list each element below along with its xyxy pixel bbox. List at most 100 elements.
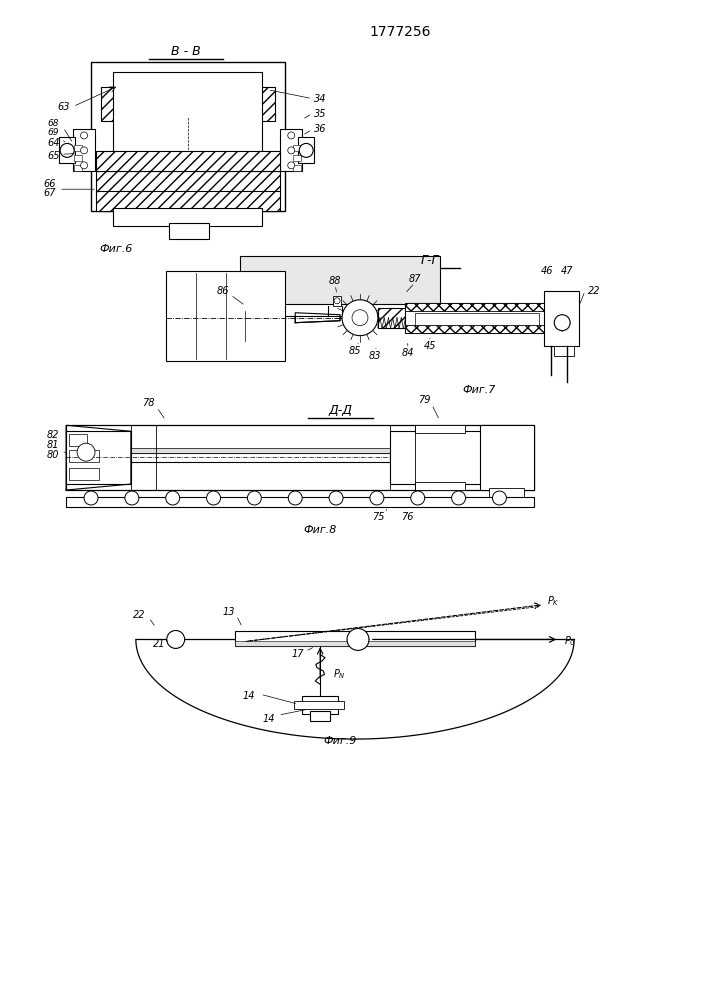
Bar xyxy=(554,346,574,356)
Circle shape xyxy=(288,132,295,139)
Circle shape xyxy=(206,491,221,505)
Bar xyxy=(235,631,474,646)
Text: 1777256: 1777256 xyxy=(369,25,431,39)
Text: Г-Г: Г-Г xyxy=(421,254,439,267)
Bar xyxy=(333,296,341,306)
Bar xyxy=(74,145,82,151)
Circle shape xyxy=(452,491,465,505)
Bar xyxy=(479,425,534,490)
Bar xyxy=(74,165,82,171)
Circle shape xyxy=(81,147,88,154)
Text: 81: 81 xyxy=(47,440,59,450)
Circle shape xyxy=(342,300,378,336)
Text: 46: 46 xyxy=(541,266,554,276)
Text: 85: 85 xyxy=(349,346,361,356)
Bar xyxy=(96,191,280,211)
Bar xyxy=(405,303,549,311)
Text: 84: 84 xyxy=(402,348,414,358)
Text: 13: 13 xyxy=(222,607,235,617)
Text: 66: 66 xyxy=(43,179,55,189)
Bar xyxy=(131,448,390,453)
Bar xyxy=(415,425,464,433)
Bar xyxy=(74,155,82,161)
Bar xyxy=(378,308,408,328)
Bar xyxy=(91,62,285,211)
Text: 88: 88 xyxy=(329,276,341,286)
Text: $P_0$: $P_0$ xyxy=(564,635,576,648)
Bar xyxy=(405,303,549,333)
Bar xyxy=(96,171,280,193)
Bar xyxy=(131,453,390,462)
Text: $P_N$: $P_N$ xyxy=(333,667,346,681)
Circle shape xyxy=(288,491,302,505)
Bar xyxy=(96,151,280,171)
Text: 67: 67 xyxy=(43,188,55,198)
Text: Д-Д: Д-Д xyxy=(328,404,352,417)
Text: 86: 86 xyxy=(216,286,229,296)
Text: 83: 83 xyxy=(368,351,381,361)
Bar xyxy=(69,434,87,446)
Text: 76: 76 xyxy=(402,512,414,522)
Text: 78: 78 xyxy=(143,398,155,408)
Text: Фиг.7: Фиг.7 xyxy=(463,385,496,395)
Circle shape xyxy=(81,162,88,169)
Text: 35: 35 xyxy=(314,109,327,119)
Circle shape xyxy=(247,491,262,505)
Bar xyxy=(113,72,262,181)
Text: 65: 65 xyxy=(47,151,59,161)
Text: 63: 63 xyxy=(57,102,69,112)
Text: В - В: В - В xyxy=(171,45,201,58)
Bar xyxy=(250,304,430,316)
Circle shape xyxy=(288,147,295,154)
Bar xyxy=(69,468,99,480)
Text: 14: 14 xyxy=(243,691,255,701)
Text: 45: 45 xyxy=(423,341,436,351)
Text: 14: 14 xyxy=(262,714,274,724)
Circle shape xyxy=(84,491,98,505)
Bar xyxy=(415,313,539,325)
Text: $P_K$: $P_K$ xyxy=(547,595,560,608)
Bar xyxy=(280,129,302,171)
Polygon shape xyxy=(296,313,340,323)
Circle shape xyxy=(288,162,295,169)
Bar xyxy=(405,325,549,333)
Bar xyxy=(59,137,75,163)
Circle shape xyxy=(125,491,139,505)
Bar xyxy=(66,497,534,507)
Bar xyxy=(235,641,474,646)
Circle shape xyxy=(334,298,340,304)
Bar xyxy=(240,256,440,306)
Bar xyxy=(293,165,301,171)
Text: 68: 68 xyxy=(47,119,59,128)
Circle shape xyxy=(60,143,74,157)
Circle shape xyxy=(370,491,384,505)
Text: 47: 47 xyxy=(561,266,573,276)
Bar xyxy=(66,431,131,484)
Text: 87: 87 xyxy=(409,274,421,284)
Bar xyxy=(390,431,489,484)
Bar xyxy=(352,307,362,315)
Text: 22: 22 xyxy=(133,610,145,620)
Text: 36: 36 xyxy=(314,124,327,134)
Bar xyxy=(544,291,579,346)
Circle shape xyxy=(554,315,570,331)
Bar xyxy=(310,711,330,721)
Text: Фиг.8: Фиг.8 xyxy=(303,525,337,535)
Text: 34: 34 xyxy=(314,94,327,104)
Bar xyxy=(73,129,95,171)
Text: 82: 82 xyxy=(47,430,59,440)
Bar xyxy=(101,87,275,121)
Circle shape xyxy=(329,491,343,505)
Circle shape xyxy=(299,143,313,157)
Bar xyxy=(66,425,534,490)
Circle shape xyxy=(493,491,506,505)
Text: Фиг.6: Фиг.6 xyxy=(99,244,133,254)
Bar xyxy=(302,696,338,714)
Polygon shape xyxy=(66,425,131,490)
Text: 80: 80 xyxy=(47,450,59,460)
Circle shape xyxy=(411,491,425,505)
Bar xyxy=(165,271,285,361)
Text: 79: 79 xyxy=(419,395,431,405)
Circle shape xyxy=(165,491,180,505)
Bar xyxy=(113,208,262,226)
